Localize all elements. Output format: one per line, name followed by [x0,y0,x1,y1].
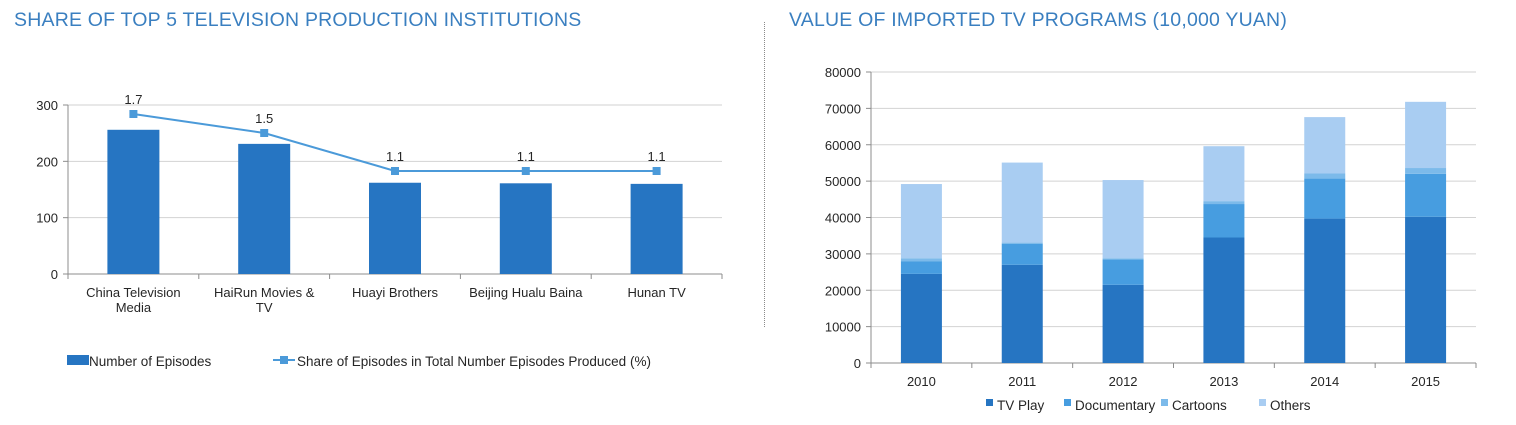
others-segment [900,184,942,259]
legend-swatch [1064,399,1071,406]
others-segment [1203,146,1245,202]
x-category-label: 2012 [1109,374,1138,389]
episode-bar [499,183,552,274]
y-tick-label: 80000 [825,65,861,80]
y-tick-label: 0 [854,356,861,371]
episode-bar [238,143,291,274]
y-tick-label: 70000 [825,101,861,116]
x-category-label: HaiRun Movies & [214,285,315,300]
documentary-segment [900,261,942,274]
x-category-label: 2011 [1008,374,1036,389]
y-tick-label: 100 [36,211,58,226]
chart-divider [764,22,765,327]
x-category-label: Huayi Brothers [352,285,438,300]
tv-play-segment [1102,284,1144,363]
x-category-label: 2010 [907,374,936,389]
x-category-label: 2015 [1411,374,1440,389]
episode-bar [107,129,160,274]
tv-play-segment [1405,216,1447,363]
documentary-segment [1001,243,1043,265]
legend-bar-label: Number of Episodes [89,354,212,369]
tv-play-segment [1203,237,1245,363]
legend-label: Documentary [1075,398,1156,413]
others-segment [1102,180,1144,259]
right-chart-title: VALUE OF IMPORTED TV PROGRAMS (10,000 YU… [789,9,1288,31]
share-data-label: 1.1 [517,149,535,164]
share-marker [260,129,269,137]
y-tick-label: 0 [51,267,58,282]
x-category-label: China Television [86,285,180,300]
tv-play-segment [1001,264,1043,363]
y-tick-label: 200 [36,154,58,169]
tv-play-segment [1304,218,1346,363]
episode-bar [630,183,683,274]
y-tick-label: 50000 [825,174,861,189]
y-tick-label: 10000 [825,320,861,335]
x-category-label: Media [116,300,152,315]
share-marker [391,167,399,175]
share-data-label: 1.5 [255,111,273,126]
left-chart-title: SHARE OF TOP 5 TELEVISION PRODUCTION INS… [14,9,582,31]
cartoons-segment [1304,173,1346,179]
share-marker [652,167,661,175]
cartoons-segment [1203,201,1245,205]
share-marker [521,167,530,175]
cartoons-segment [1001,242,1043,244]
episode-bar [369,182,421,274]
legend-label: TV Play [997,398,1045,413]
share-data-label: 1.7 [124,92,142,107]
others-segment [1304,117,1346,174]
cartoons-segment [1102,258,1144,260]
x-category-label: 2014 [1310,374,1339,389]
share-data-label: 1.1 [648,149,666,164]
share-data-label: 1.1 [386,149,404,164]
others-segment [1001,162,1043,243]
tv-play-segment [900,273,942,363]
y-tick-label: 40000 [825,211,861,226]
documentary-segment [1405,173,1447,217]
y-tick-label: 30000 [825,247,861,262]
share-marker [129,110,138,118]
legend-label: Cartoons [1172,398,1227,413]
y-tick-label: 60000 [825,138,861,153]
legend-label: Others [1270,398,1311,413]
documentary-segment [1304,178,1346,219]
x-category-label: 2013 [1209,374,1238,389]
others-segment [1405,101,1447,169]
legend-swatch [986,399,993,406]
cartoons-segment [900,258,942,262]
y-tick-label: 300 [36,98,58,113]
legend-line-marker [280,356,288,364]
documentary-segment [1203,204,1245,238]
documentary-segment [1102,259,1144,285]
legend-swatch [1259,399,1266,406]
x-category-label: Beijing Hualu Baina [469,285,583,300]
x-category-label: TV [256,300,273,315]
legend-line-label: Share of Episodes in Total Number Episod… [297,354,651,369]
y-tick-label: 20000 [825,283,861,298]
legend-swatch [1161,399,1168,406]
legend-bar-swatch [67,355,89,365]
cartoons-segment [1405,168,1447,174]
x-category-label: Hunan TV [627,285,686,300]
